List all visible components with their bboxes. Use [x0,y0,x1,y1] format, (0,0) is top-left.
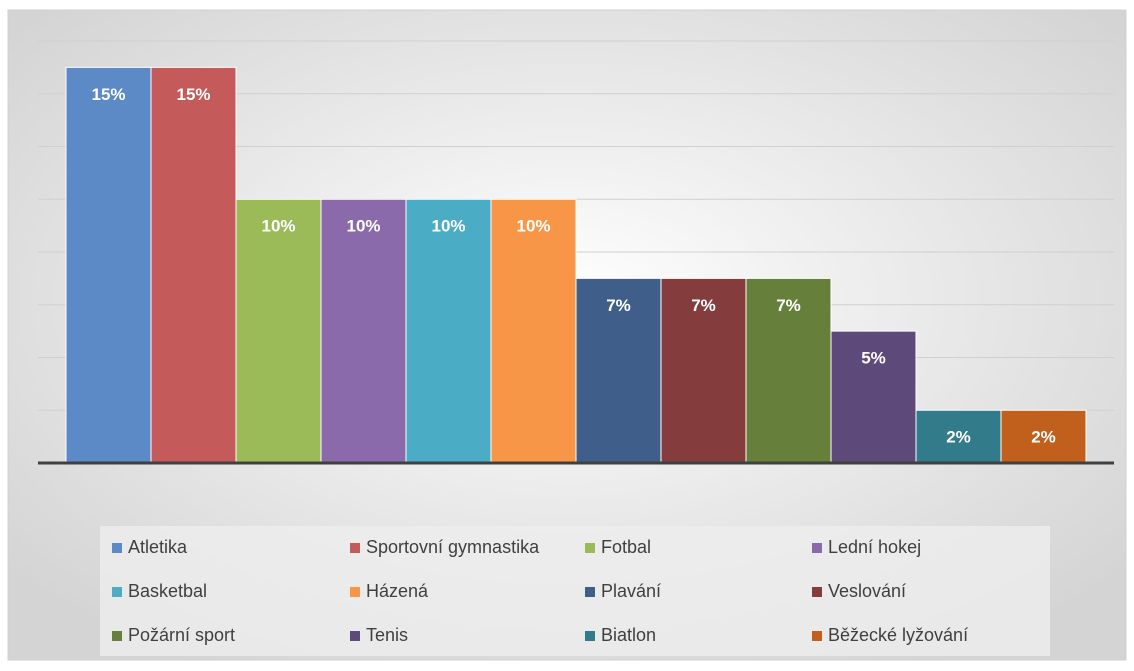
legend-label: Požární sport [128,625,235,645]
legend-label: Plavání [601,581,661,601]
data-label: 2% [946,428,971,447]
data-label: 5% [861,349,886,368]
legend-swatch [812,587,822,597]
legend-label: Fotbal [601,537,651,557]
bar [830,330,917,464]
data-label: 7% [691,296,716,315]
legend-label: Atletika [128,537,188,557]
legend-label: Basketbal [128,581,207,601]
bar [320,198,407,464]
legend-swatch [350,543,360,553]
legend-box [100,526,1050,656]
legend-swatch [812,631,822,641]
legend-swatch [112,543,122,553]
bar [1000,409,1087,464]
bar [745,277,832,464]
bar [405,198,492,464]
legend-label: Lední hokej [828,537,921,557]
legend-swatch [350,587,360,597]
data-label: 10% [431,217,465,236]
bar [575,277,662,464]
legend-label: Sportovní gymnastika [366,537,540,557]
legend-swatch [812,543,822,553]
bar [490,198,577,464]
legend-swatch [585,543,595,553]
data-label: 10% [261,217,295,236]
legend-label: Tenis [366,625,408,645]
data-label: 15% [91,85,125,104]
data-label: 10% [346,217,380,236]
data-label: 15% [176,85,210,104]
legend-label: Veslování [828,581,906,601]
legend-swatch [112,587,122,597]
legend-swatch [350,631,360,641]
data-label: 7% [606,296,631,315]
legend-swatch [112,631,122,641]
legend-label: Běžecké lyžování [828,625,968,645]
data-label: 2% [1031,428,1056,447]
bar [235,198,322,464]
data-label: 10% [516,217,550,236]
bar [660,277,747,464]
bar [65,66,152,464]
legend-label: Házená [366,581,429,601]
legend-swatch [585,631,595,641]
legend-swatch [585,587,595,597]
bar [150,66,237,464]
legend-label: Biatlon [601,625,656,645]
data-label: 7% [776,296,801,315]
